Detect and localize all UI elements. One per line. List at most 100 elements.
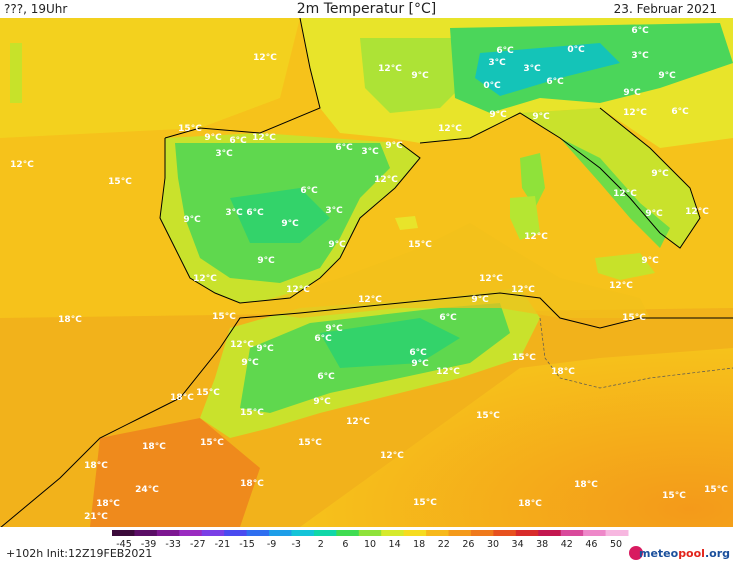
temperature-label: 12°C	[438, 124, 462, 134]
temperature-label: 6°C	[317, 372, 335, 382]
west-coast-strip	[10, 43, 22, 103]
balearic-islands	[395, 216, 418, 230]
scale-label: -33	[165, 539, 181, 549]
temperature-label: 12°C	[374, 175, 398, 185]
temperature-label: 9°C	[489, 110, 507, 120]
temperature-label: 12°C	[524, 232, 548, 242]
brand-name[interactable]: meteopool.org	[638, 547, 730, 560]
temperature-label: 6°C	[671, 107, 689, 117]
scale-swatch	[560, 530, 584, 536]
scale-swatch	[246, 530, 270, 536]
scale-label: 26	[462, 539, 474, 549]
temperature-label: 18°C	[240, 479, 264, 489]
map-title: 2m Temperatur [°C]	[296, 1, 437, 17]
scale-swatch	[605, 530, 629, 536]
scale-swatch	[403, 530, 427, 536]
sahara-warm-zone	[300, 348, 733, 527]
scale-swatch	[313, 530, 337, 536]
temperature-label: 9°C	[328, 240, 346, 250]
scale-label: 30	[487, 539, 499, 549]
temperature-label: 9°C	[313, 397, 331, 407]
atlas-peak-zone	[320, 318, 460, 368]
scale-swatch	[224, 530, 248, 536]
scale-swatch	[134, 530, 158, 536]
scale-swatch	[112, 530, 135, 536]
temperature-label: 18°C	[574, 480, 598, 490]
scale-label: -39	[141, 539, 157, 549]
temperature-label: 21°C	[84, 512, 108, 522]
temperature-label: 6°C	[335, 143, 353, 153]
temperature-label: 12°C	[380, 451, 404, 461]
temperature-label: 6°C	[300, 186, 318, 196]
scale-label: 10	[364, 539, 376, 549]
temperature-label: 18°C	[551, 367, 575, 377]
scale-swatch	[538, 530, 562, 536]
temperature-label: 12°C	[252, 133, 276, 143]
scale-label: -3	[291, 539, 300, 549]
temperature-label: 6°C	[409, 348, 427, 358]
temperature-label: 15°C	[196, 388, 220, 398]
scale-swatch	[493, 530, 517, 536]
iberia-coastline	[159, 138, 421, 304]
footer-bar: -45 -39 -33 -27 -21 -15 -9 -3 2 6 10 14 18 22 26 30 34 38…	[0, 527, 733, 566]
temperature-label: 9°C	[325, 324, 343, 334]
temperature-label: 15°C	[622, 313, 646, 323]
scale-swatch	[515, 530, 539, 536]
temperature-label: 15°C	[212, 312, 236, 322]
alps-peak-zone	[475, 43, 620, 96]
apennines-cool	[560, 138, 670, 248]
temperature-label: 6°C	[496, 46, 514, 56]
morocco-south-hot	[90, 418, 260, 527]
mediterranean-sea	[240, 223, 650, 318]
temperature-label: 12°C	[286, 285, 310, 295]
temperature-label: 12°C	[253, 53, 277, 63]
temperature-label: 15°C	[178, 124, 202, 134]
scale-label: 42	[561, 539, 573, 549]
scale-swatch	[336, 530, 360, 536]
temperature-label: 6°C	[631, 26, 649, 36]
temperature-label: 18°C	[96, 499, 120, 509]
temperature-map: 12°C12°C9°C6°C 0°C6°C3°C3°C3°C0°C 6°C9°C9°…	[0, 18, 733, 527]
scale-swatch	[448, 530, 472, 536]
scale-label: -15	[239, 539, 255, 549]
temperature-label: 15°C	[298, 438, 322, 448]
temperature-label: 12°C	[378, 64, 402, 74]
temperature-label: 9°C	[411, 71, 429, 81]
temperature-label: 12°C	[10, 160, 34, 170]
temperature-label: 18°C	[142, 442, 166, 452]
scale-label: 18	[413, 539, 425, 549]
atlantic-cool-zone	[0, 18, 300, 138]
scale-swatch	[358, 530, 382, 536]
temperature-label: 0°C	[483, 81, 501, 91]
sicily	[595, 253, 655, 280]
temperature-label: 9°C	[204, 133, 222, 143]
temperature-label: 12°C	[358, 295, 382, 305]
temperature-label: 9°C	[471, 295, 489, 305]
temperature-label: 12°C	[193, 274, 217, 284]
scale-swatch	[426, 530, 450, 536]
scale-swatch	[201, 530, 225, 536]
temperature-label: 12°C	[346, 417, 370, 427]
temperature-label: 15°C	[200, 438, 224, 448]
scale-label: 2	[318, 539, 324, 549]
scale-label: 6	[342, 539, 348, 549]
temperature-label: 6°C	[229, 136, 247, 146]
temperature-label: 3°C	[215, 149, 233, 159]
temperature-label: 15°C	[662, 491, 686, 501]
temperature-label: 3°C	[225, 208, 243, 218]
temperature-label: 9°C	[256, 344, 274, 354]
sardinia	[510, 196, 540, 240]
scale-label: 14	[389, 539, 401, 549]
temperature-label: 18°C	[518, 499, 542, 509]
meteopool-logo-icon	[629, 546, 643, 560]
scale-swatch	[156, 530, 180, 536]
scale-label: -27	[190, 539, 206, 549]
temperature-label: 12°C	[609, 281, 633, 291]
temperature-label: 12°C	[479, 274, 503, 284]
corsica	[520, 153, 545, 208]
temperature-label: 9°C	[385, 141, 403, 151]
temperature-label: 9°C	[658, 71, 676, 81]
scale-swatch	[470, 530, 494, 536]
scale-label: 22	[438, 539, 450, 549]
